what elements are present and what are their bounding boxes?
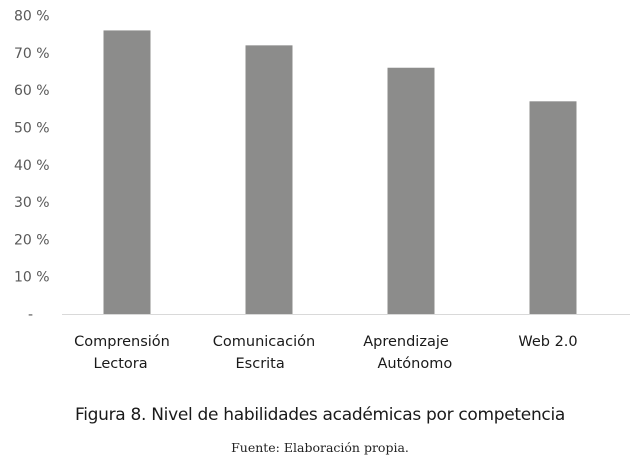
y-tick-label: 60 % [14,83,50,99]
x-tick-label: Aprendizaje [363,334,449,350]
bar-0 [103,30,151,315]
y-tick-label: 80 % [14,9,50,25]
x-tick-label: Lectora [94,356,148,372]
y-tick-label: 20 % [14,232,50,248]
y-tick-label: 30 % [14,195,50,211]
bar-3 [529,101,577,314]
bar-1 [245,45,293,314]
x-tick-label: Autónomo [378,356,453,372]
x-tick-label: Escrita [236,356,285,372]
x-tick-label: Comprensión [74,334,170,350]
y-tick-label: 40 % [14,158,50,174]
x-tick-label: Comunicación [213,334,315,350]
figure-source: Fuente: Elaboración propia. [231,440,409,455]
y-tick-label: 10 % [14,270,50,286]
figure-title: Figura 8. Nivel de habilidades académica… [74,405,566,425]
x-tick-label: Web 2.0 [518,334,577,350]
y-tick-label: 70 % [14,46,50,62]
y-tick-label: 50 % [14,120,50,136]
bar-2 [387,67,435,314]
bar-chart: - 10 % 20 % 30 % 40 % 50 % 60 % 70 % 80 % Compren… [14,9,630,372]
y-tick-label: - [28,307,33,323]
